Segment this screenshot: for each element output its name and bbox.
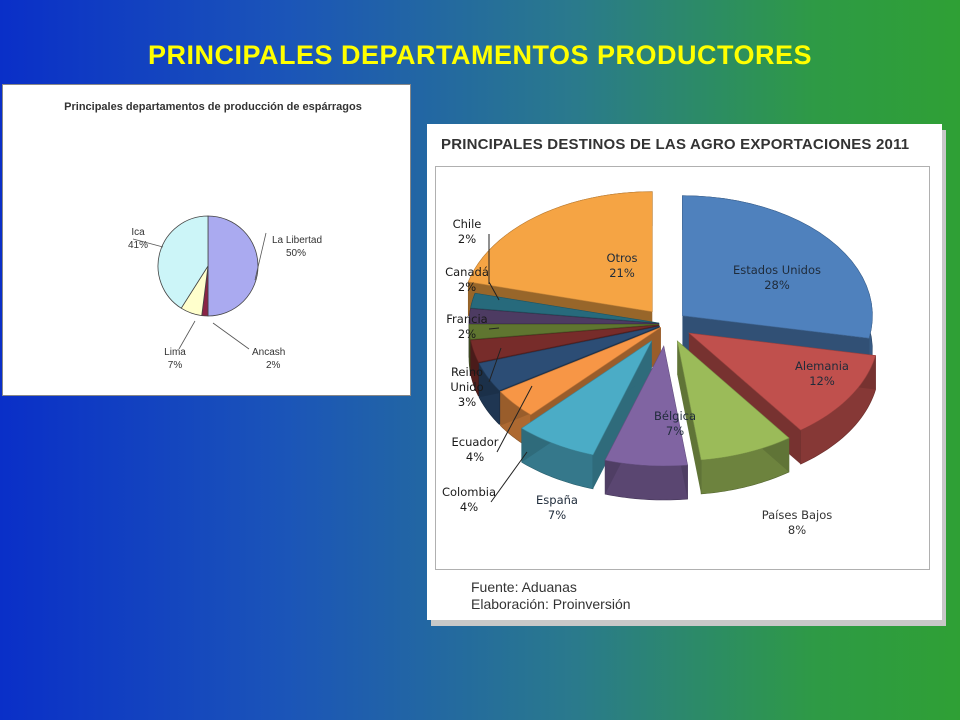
slice-label: Francia <box>446 312 487 326</box>
slide-title: PRINCIPALES DEPARTAMENTOS PRODUCTORES <box>147 40 813 70</box>
slice-value-label: 7% <box>548 508 566 522</box>
chart-title: Principales departamentos de producción … <box>64 101 362 113</box>
slice-label: Estados Unidos <box>733 263 821 277</box>
slice-alemania <box>688 332 876 465</box>
leader-line <box>488 327 500 330</box>
slice-value-label: 4% <box>460 500 478 514</box>
slice-label: Chile <box>453 217 482 231</box>
source-note: Fuente: Aduanas Elaboración: Proinversió… <box>471 579 631 613</box>
chart-title: PRINCIPALES DESTINOS DE LAS AGRO EXPORTA… <box>441 136 910 153</box>
slice-label: España <box>536 493 578 507</box>
credit-line: Elaboración: Proinversión <box>471 596 631 612</box>
slice-value-label: 3% <box>458 395 476 409</box>
slice-label: Otros <box>606 251 637 265</box>
leader-line <box>132 238 164 248</box>
slice-value-label: 41% <box>128 240 148 251</box>
slice-value-label: 2% <box>458 280 476 294</box>
leader-line <box>178 320 196 350</box>
slice-label: Reino <box>451 365 483 379</box>
slice-value-label: 2% <box>458 232 476 246</box>
slice-label: Ancash <box>252 347 285 358</box>
slice-ica <box>157 215 209 309</box>
slice-label: La Libertad <box>272 235 322 246</box>
slice-label: Ica <box>131 227 145 238</box>
slice-la-libertad <box>207 215 259 317</box>
slice-label: Bélgica <box>654 409 696 423</box>
leader-line <box>490 451 528 503</box>
slice-value-label: 12% <box>809 374 835 388</box>
slice-label: Canadá <box>445 265 489 279</box>
slice-value-label: 7% <box>666 424 684 438</box>
slice-belgica <box>604 345 688 501</box>
leader-line <box>496 385 533 453</box>
exports-pie-chart: PRINCIPALES DESTINOS DE LAS AGRO EXPORTA… <box>427 124 942 620</box>
slice-espana <box>521 340 652 490</box>
plot-frame <box>435 166 930 570</box>
slice-label: Países Bajos <box>762 508 833 522</box>
slice-label: Colombia <box>442 485 496 499</box>
slice-label: Ecuador <box>452 435 499 449</box>
leader-line <box>212 322 250 350</box>
slice-label: Unido <box>450 380 483 394</box>
source-line: Fuente: Aduanas <box>471 579 577 595</box>
leader-line <box>488 281 500 301</box>
slice-value-label: 2% <box>266 360 281 371</box>
leader-line <box>488 347 502 383</box>
leader-line <box>254 232 267 281</box>
slice-value-label: 4% <box>466 450 484 464</box>
slice-value-label: 7% <box>168 360 183 371</box>
slice-value-label: 28% <box>764 278 790 292</box>
slice-value-label: 21% <box>609 266 635 280</box>
slice-paises-bajos <box>676 340 790 495</box>
asparagus-pie-chart: Principales departamentos de producción … <box>2 84 411 396</box>
slice-label: Lima <box>164 347 186 358</box>
left-pie-svg: La Libertad 50% Ancash 2% Lima 7% Ica 41% <box>128 215 322 371</box>
slice-value-label: 2% <box>458 327 476 341</box>
slice-value-label: 50% <box>286 248 306 259</box>
slice-label: Alemania <box>795 359 849 373</box>
slice-value-label: 8% <box>788 523 806 537</box>
